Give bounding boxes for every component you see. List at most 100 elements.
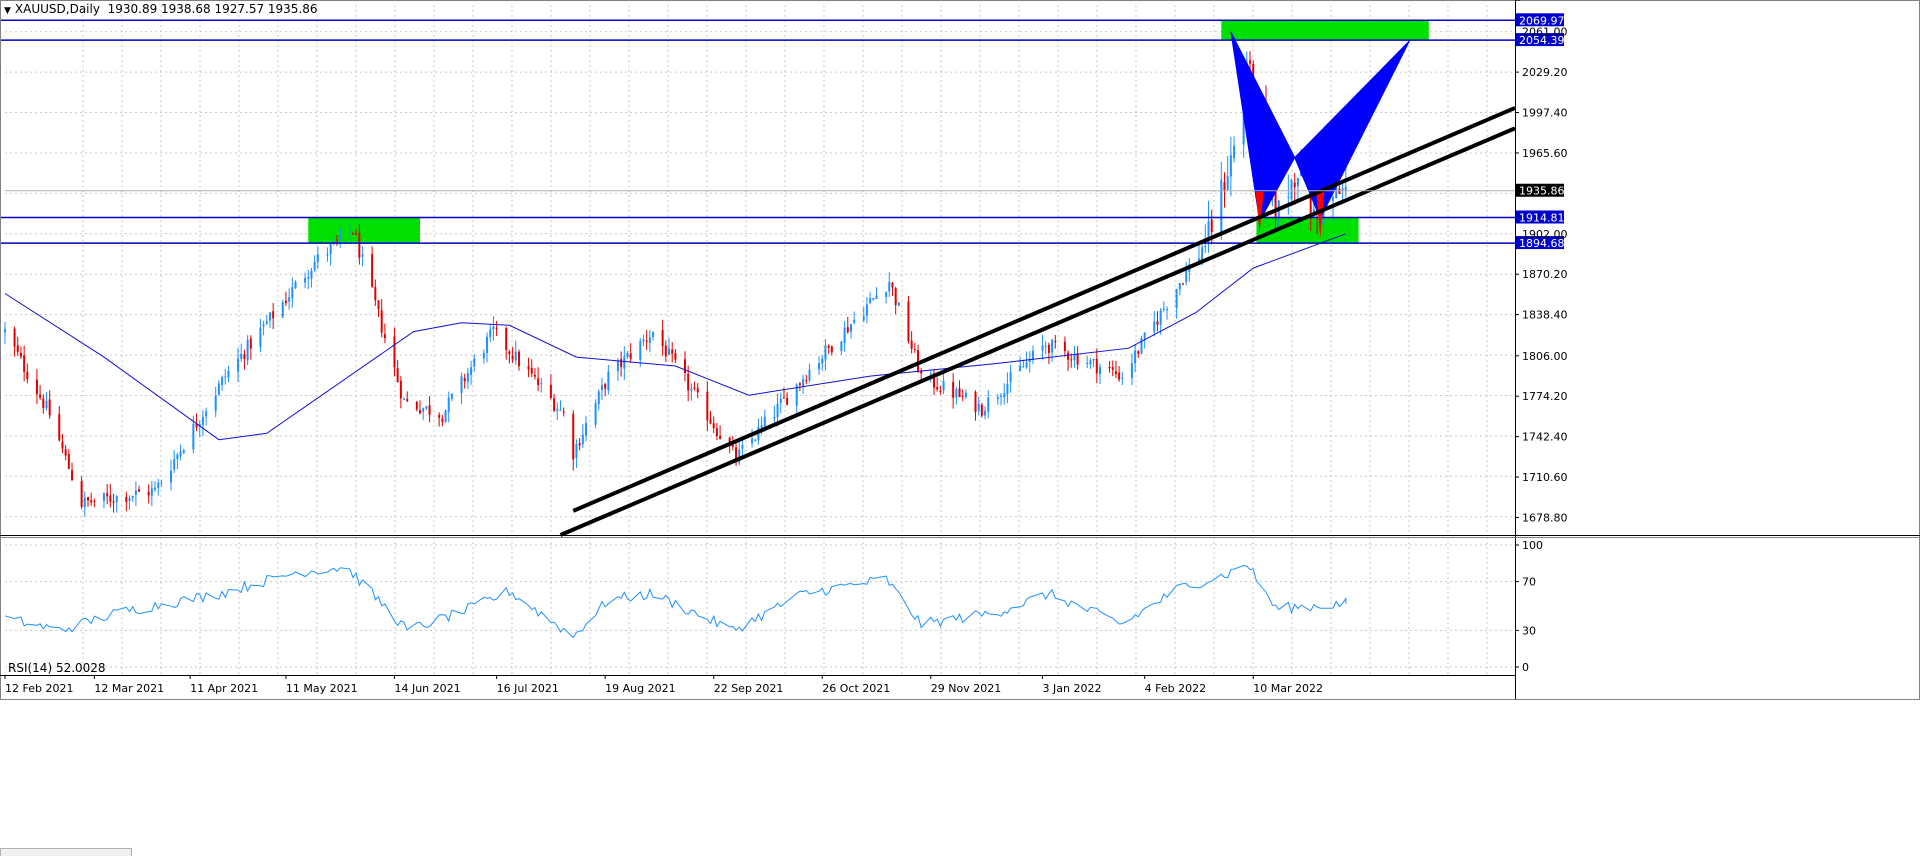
candle-body bbox=[1047, 344, 1050, 353]
candle-body bbox=[482, 352, 485, 359]
candle-body bbox=[913, 349, 916, 351]
candle-body bbox=[533, 374, 536, 377]
candle-body bbox=[578, 443, 581, 446]
candle-body bbox=[444, 410, 447, 423]
candle-body bbox=[125, 496, 128, 503]
candle-body bbox=[393, 336, 396, 368]
candle-body bbox=[176, 454, 179, 460]
candle-body bbox=[514, 351, 517, 361]
candle-body bbox=[358, 233, 361, 258]
candle-body bbox=[380, 310, 383, 333]
candle-body bbox=[958, 388, 961, 397]
horizontal-levels[interactable] bbox=[0, 19, 1515, 244]
candle-body bbox=[505, 328, 508, 350]
date-tick-label: 16 Jul 2021 bbox=[497, 682, 559, 695]
candle-body bbox=[374, 287, 377, 301]
pattern-triangle-xab[interactable] bbox=[1230, 31, 1296, 223]
date-tick-label: 12 Feb 2021 bbox=[5, 682, 73, 695]
candle-body bbox=[406, 398, 409, 402]
candle-body bbox=[607, 371, 610, 390]
candle-body bbox=[1162, 308, 1165, 310]
date-tick-label: 11 Apr 2021 bbox=[190, 682, 258, 695]
symbol-label: XAUUSD,Daily bbox=[14, 2, 100, 16]
candle-body bbox=[553, 398, 556, 411]
pattern-triangle-bcd[interactable] bbox=[1294, 40, 1411, 220]
candle-body bbox=[936, 386, 939, 390]
candle-body bbox=[942, 380, 945, 391]
candle-body bbox=[620, 358, 623, 367]
candle-body bbox=[987, 397, 990, 412]
candle-body bbox=[674, 353, 677, 360]
level-tag-label: 2054.39 bbox=[1519, 34, 1565, 47]
candle-body bbox=[639, 341, 642, 360]
candle-body bbox=[808, 369, 811, 381]
candle-body bbox=[687, 373, 690, 391]
candle-body bbox=[198, 424, 201, 427]
rsi-tick-label: 30 bbox=[1522, 624, 1536, 637]
candle-body bbox=[1025, 362, 1028, 368]
candle-body bbox=[840, 341, 843, 352]
candle-body bbox=[849, 324, 852, 333]
candle-body bbox=[112, 501, 115, 503]
bottom-tab[interactable] bbox=[0, 848, 132, 856]
candle-body bbox=[1108, 366, 1111, 369]
candle-body bbox=[1076, 353, 1079, 365]
candle-body bbox=[154, 487, 157, 490]
candle-body bbox=[894, 288, 897, 306]
candle-body bbox=[492, 326, 495, 330]
candle-body bbox=[1181, 283, 1184, 285]
candle-body bbox=[572, 413, 575, 460]
current-price-box bbox=[1516, 183, 1564, 197]
candle-body bbox=[690, 388, 693, 391]
candle-body bbox=[1067, 352, 1070, 360]
candle-body bbox=[383, 334, 386, 339]
candle-body bbox=[652, 331, 655, 337]
candle-body bbox=[929, 373, 932, 375]
candle-body bbox=[751, 438, 754, 444]
rsi-tick-label: 70 bbox=[1522, 576, 1536, 589]
candle-body bbox=[61, 441, 64, 449]
candle-body bbox=[865, 304, 868, 316]
candle-body bbox=[872, 298, 875, 300]
candle-body bbox=[428, 405, 431, 415]
candle-body bbox=[304, 278, 307, 283]
candle-body bbox=[1070, 359, 1073, 361]
candle-body bbox=[332, 241, 335, 244]
triangle-down-icon[interactable]: ▼ bbox=[4, 6, 11, 16]
candle-body bbox=[1140, 338, 1143, 354]
candle-body bbox=[221, 377, 224, 386]
harmonic-pattern[interactable] bbox=[1230, 31, 1411, 239]
candle-body bbox=[1019, 365, 1022, 371]
price-tick-label: 1838.40 bbox=[1522, 309, 1568, 322]
candle-body bbox=[527, 366, 530, 370]
candle-body bbox=[447, 397, 450, 412]
candle-body bbox=[540, 383, 543, 385]
candle-body bbox=[961, 395, 964, 397]
candle-body bbox=[173, 459, 176, 470]
trendlines[interactable] bbox=[559, 106, 1516, 537]
candle-body bbox=[952, 382, 955, 398]
trendline[interactable] bbox=[572, 106, 1516, 513]
candle-body bbox=[150, 488, 153, 496]
candle-body bbox=[715, 428, 718, 436]
candle-body bbox=[310, 270, 313, 279]
candle-body bbox=[754, 439, 757, 441]
candle-body bbox=[604, 384, 607, 389]
candle-body bbox=[802, 379, 805, 387]
candle-body bbox=[1006, 383, 1009, 395]
candle-body bbox=[1156, 321, 1159, 325]
candle-body bbox=[1229, 155, 1232, 177]
candle-body bbox=[1210, 219, 1213, 232]
candle-body bbox=[1274, 188, 1277, 219]
candle-body bbox=[575, 444, 578, 458]
candle-body bbox=[782, 397, 785, 399]
pattern-red-mark bbox=[1316, 191, 1325, 239]
candle-body bbox=[974, 391, 977, 412]
trendline[interactable] bbox=[559, 126, 1516, 537]
price-tick-label: 1806.00 bbox=[1522, 350, 1568, 363]
candle-body bbox=[910, 340, 913, 349]
candle-body bbox=[1022, 366, 1025, 368]
candle-body bbox=[741, 444, 744, 449]
candle-body bbox=[1000, 395, 1003, 397]
